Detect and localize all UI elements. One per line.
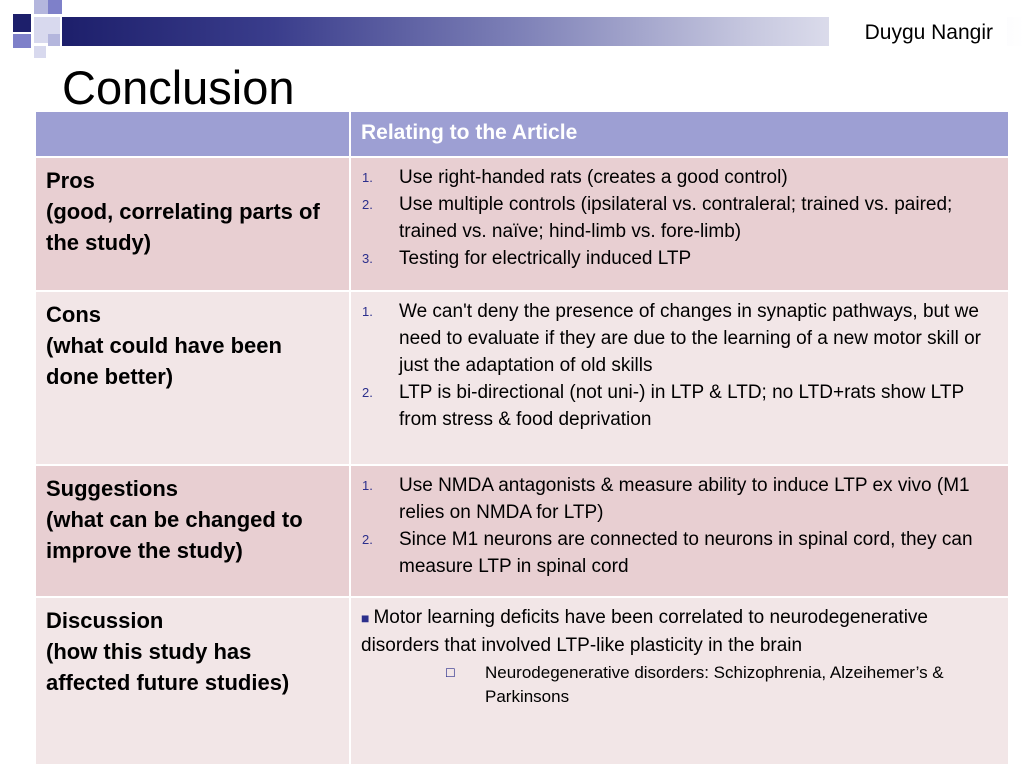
- row-label-cell: Suggestions (what can be changed to impr…: [34, 464, 351, 598]
- row-label-cell: Discussion (how this study has affected …: [34, 596, 351, 766]
- table-row: Cons (what could have been done better) …: [34, 290, 1010, 466]
- row-content-cell: 1. We can't deny the presence of changes …: [349, 290, 1010, 466]
- row-label-cell: Pros (good, correlating parts of the stu…: [34, 156, 351, 292]
- row-heading: Discussion: [46, 608, 164, 633]
- bullet-text: Motor learning deficits have been correl…: [361, 607, 928, 656]
- decor-square: [13, 14, 31, 32]
- list-number: 3.: [362, 251, 373, 266]
- list-item-text: Since M1 neurons are connected to neuron…: [399, 529, 973, 577]
- numbered-list: 1. We can't deny the presence of changes …: [361, 298, 998, 433]
- decor-square: [48, 0, 62, 14]
- list-item: 1. Use NMDA antagonists & measure ability…: [361, 472, 998, 526]
- list-number: 1.: [362, 304, 373, 319]
- row-subheading: (what can be changed to improve the stud…: [46, 507, 303, 563]
- list-item-text: Testing for electrically induced LTP: [399, 248, 692, 269]
- numbered-list: 1. Use right-handed rats (creates a good …: [361, 164, 998, 272]
- bullet-paragraph: ■ Motor learning deficits have been corre…: [361, 604, 998, 659]
- row-heading: Suggestions: [46, 476, 179, 501]
- sub-bullet: ☐ Neurodegenerative disorders: Schizophre…: [445, 661, 998, 709]
- row-heading: Cons: [46, 302, 101, 327]
- row-subheading: (good, correlating parts of the study): [46, 199, 320, 255]
- decor-square: [13, 34, 31, 48]
- list-number: 2.: [362, 197, 373, 212]
- decor-square: [34, 46, 46, 58]
- list-item: 2. Since M1 neurons are connected to neur…: [361, 526, 998, 580]
- row-content-cell: 1. Use right-handed rats (creates a good …: [349, 156, 1010, 292]
- list-item: 1. Use right-handed rats (creates a good …: [361, 164, 998, 191]
- list-number: 1.: [362, 170, 373, 185]
- list-item-text: LTP is bi-directional (not uni-) in LTP …: [399, 382, 964, 430]
- decor-square: [34, 0, 48, 14]
- slide-title: Conclusion: [62, 61, 295, 114]
- numbered-list: 1. Use NMDA antagonists & measure ability…: [361, 472, 998, 580]
- list-number: 2.: [362, 385, 373, 400]
- square-bullet-icon: ■: [361, 610, 370, 626]
- hollow-square-bullet-icon: ☐: [445, 666, 456, 680]
- list-item-text: Use multiple controls (ipsilateral vs. c…: [399, 194, 953, 242]
- table-header-row: Relating to the Article: [34, 110, 1010, 158]
- list-item: 3. Testing for electrically induced LTP: [361, 245, 998, 272]
- table-row: Suggestions (what can be changed to impr…: [34, 464, 1010, 598]
- column-header-empty: [34, 110, 351, 158]
- column-header-article: Relating to the Article: [349, 110, 1010, 158]
- list-item: 2. LTP is bi-directional (not uni-) in LT…: [361, 379, 998, 433]
- list-item-text: We can't deny the presence of changes in…: [399, 301, 981, 376]
- row-content-cell: ■ Motor learning deficits have been corre…: [349, 596, 1010, 766]
- row-heading: Pros: [46, 168, 95, 193]
- list-item: 1. We can't deny the presence of changes …: [361, 298, 998, 379]
- row-subheading: (how this study has affected future stud…: [46, 639, 290, 695]
- list-number: 1.: [362, 478, 373, 493]
- row-label-cell: Cons (what could have been done better): [34, 290, 351, 466]
- table-row: Pros (good, correlating parts of the stu…: [34, 156, 1010, 292]
- table-row: Discussion (how this study has affected …: [34, 596, 1010, 766]
- list-number: 2.: [362, 532, 373, 547]
- conclusion-table: Relating to the Article Pros (good, corr…: [34, 110, 1010, 766]
- list-item-text: Use right-handed rats (creates a good co…: [399, 167, 788, 188]
- list-item-text: Use NMDA antagonists & measure ability t…: [399, 475, 970, 523]
- decor-square: [48, 34, 60, 46]
- row-content-cell: 1. Use NMDA antagonists & measure ability…: [349, 464, 1010, 598]
- row-subheading: (what could have been done better): [46, 333, 282, 389]
- author-name: Duygu Nangir: [829, 17, 1007, 48]
- list-item: 2. Use multiple controls (ipsilateral vs.…: [361, 191, 998, 245]
- sub-bullet-text: Neurodegenerative disorders: Schizophren…: [485, 663, 944, 706]
